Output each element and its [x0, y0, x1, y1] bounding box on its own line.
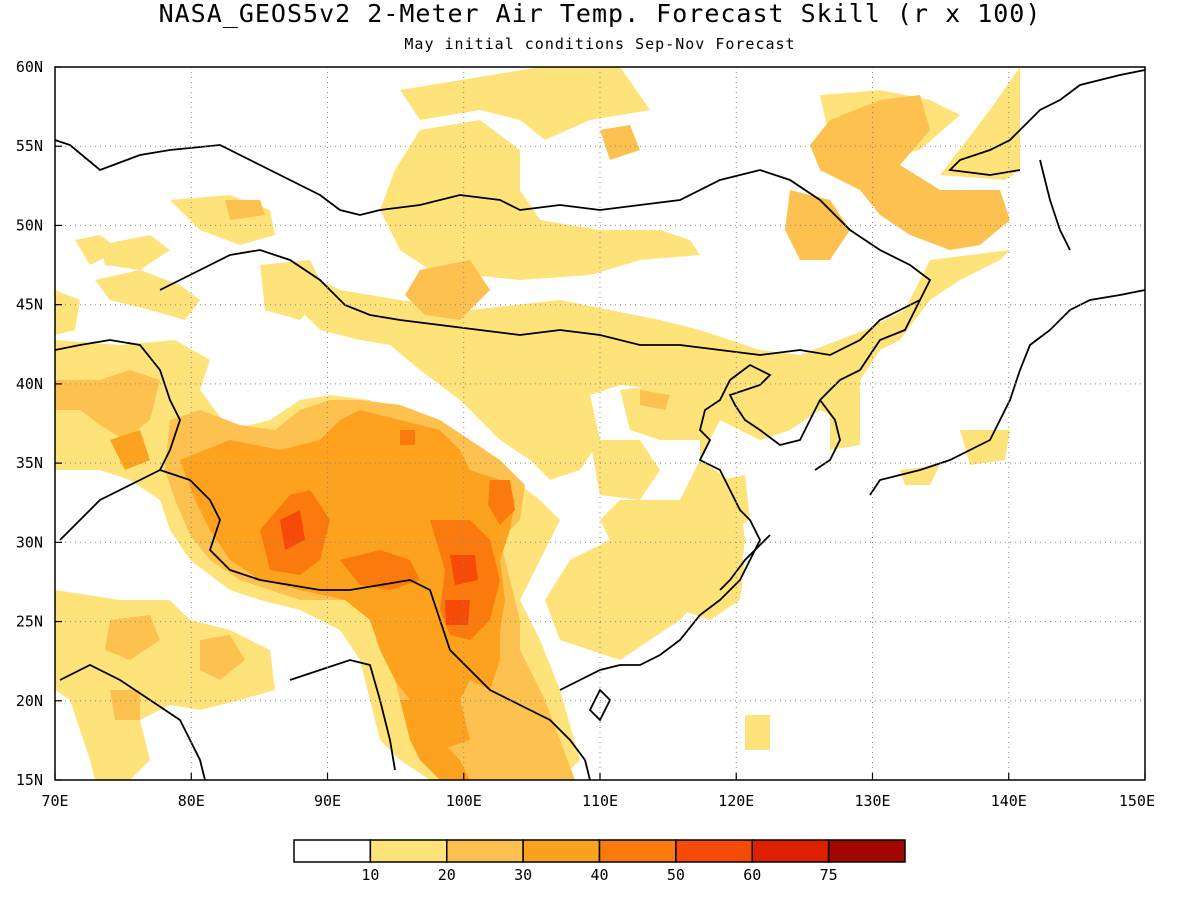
- coastlines: [55, 69, 1145, 780]
- x-tick-label: 70E: [41, 792, 68, 810]
- colorbar-swatch: [751, 839, 830, 863]
- y-tick-label: 50N: [16, 216, 43, 234]
- colorbar: 10 20 30 40 50 60 75: [293, 839, 906, 884]
- colorbar-label: 50: [667, 866, 685, 884]
- colorbar-swatch: [827, 839, 906, 863]
- y-tick-label: 45N: [16, 296, 43, 314]
- colorbar-swatch: [522, 839, 601, 863]
- y-tick-label: 20N: [16, 692, 43, 710]
- x-tick-label: 130E: [854, 792, 890, 810]
- x-tick-label: 140E: [991, 792, 1027, 810]
- x-tick-label: 150E: [1119, 792, 1155, 810]
- graticule: [55, 67, 1145, 780]
- skill-level-30-40: [110, 410, 515, 780]
- x-tick-label: 80E: [178, 792, 205, 810]
- skill-shading: [55, 67, 1020, 780]
- y-tick-label: 40N: [16, 375, 43, 393]
- colorbar-label: 75: [820, 866, 838, 884]
- map-subtitle: May initial conditions Sep-Nov Forecast: [404, 35, 796, 53]
- colorbar-swatch: [675, 839, 753, 863]
- skill-level-50-60: [280, 510, 478, 625]
- y-tick-label: 15N: [16, 771, 43, 789]
- y-tick-label: 30N: [16, 533, 43, 551]
- colorbar-label: 40: [590, 866, 608, 884]
- map-title: NASA_GEOS5v2 2-Meter Air Temp. Forecast …: [158, 0, 1042, 28]
- colorbar-swatch: [446, 839, 524, 863]
- x-tick-label: 100E: [446, 792, 482, 810]
- x-tick-label: 90E: [314, 792, 341, 810]
- x-tick-label: 120E: [718, 792, 754, 810]
- axis-ticks: 70E 80E 90E 100E 110E 120E 130E 140E 150E 15N 20N 2…: [16, 58, 1155, 810]
- y-tick-label: 25N: [16, 613, 43, 631]
- y-tick-label: 60N: [16, 58, 43, 76]
- colorbar-swatch: [293, 839, 372, 863]
- y-tick-label: 35N: [16, 454, 43, 472]
- colorbar-label: 20: [438, 866, 456, 884]
- x-tick-label: 110E: [582, 792, 618, 810]
- colorbar-swatch: [369, 839, 448, 863]
- colorbar-label: 10: [361, 866, 379, 884]
- colorbar-label: 30: [514, 866, 532, 884]
- colorbar-swatch: [598, 839, 677, 863]
- y-tick-label: 55N: [16, 137, 43, 155]
- colorbar-label: 60: [743, 866, 761, 884]
